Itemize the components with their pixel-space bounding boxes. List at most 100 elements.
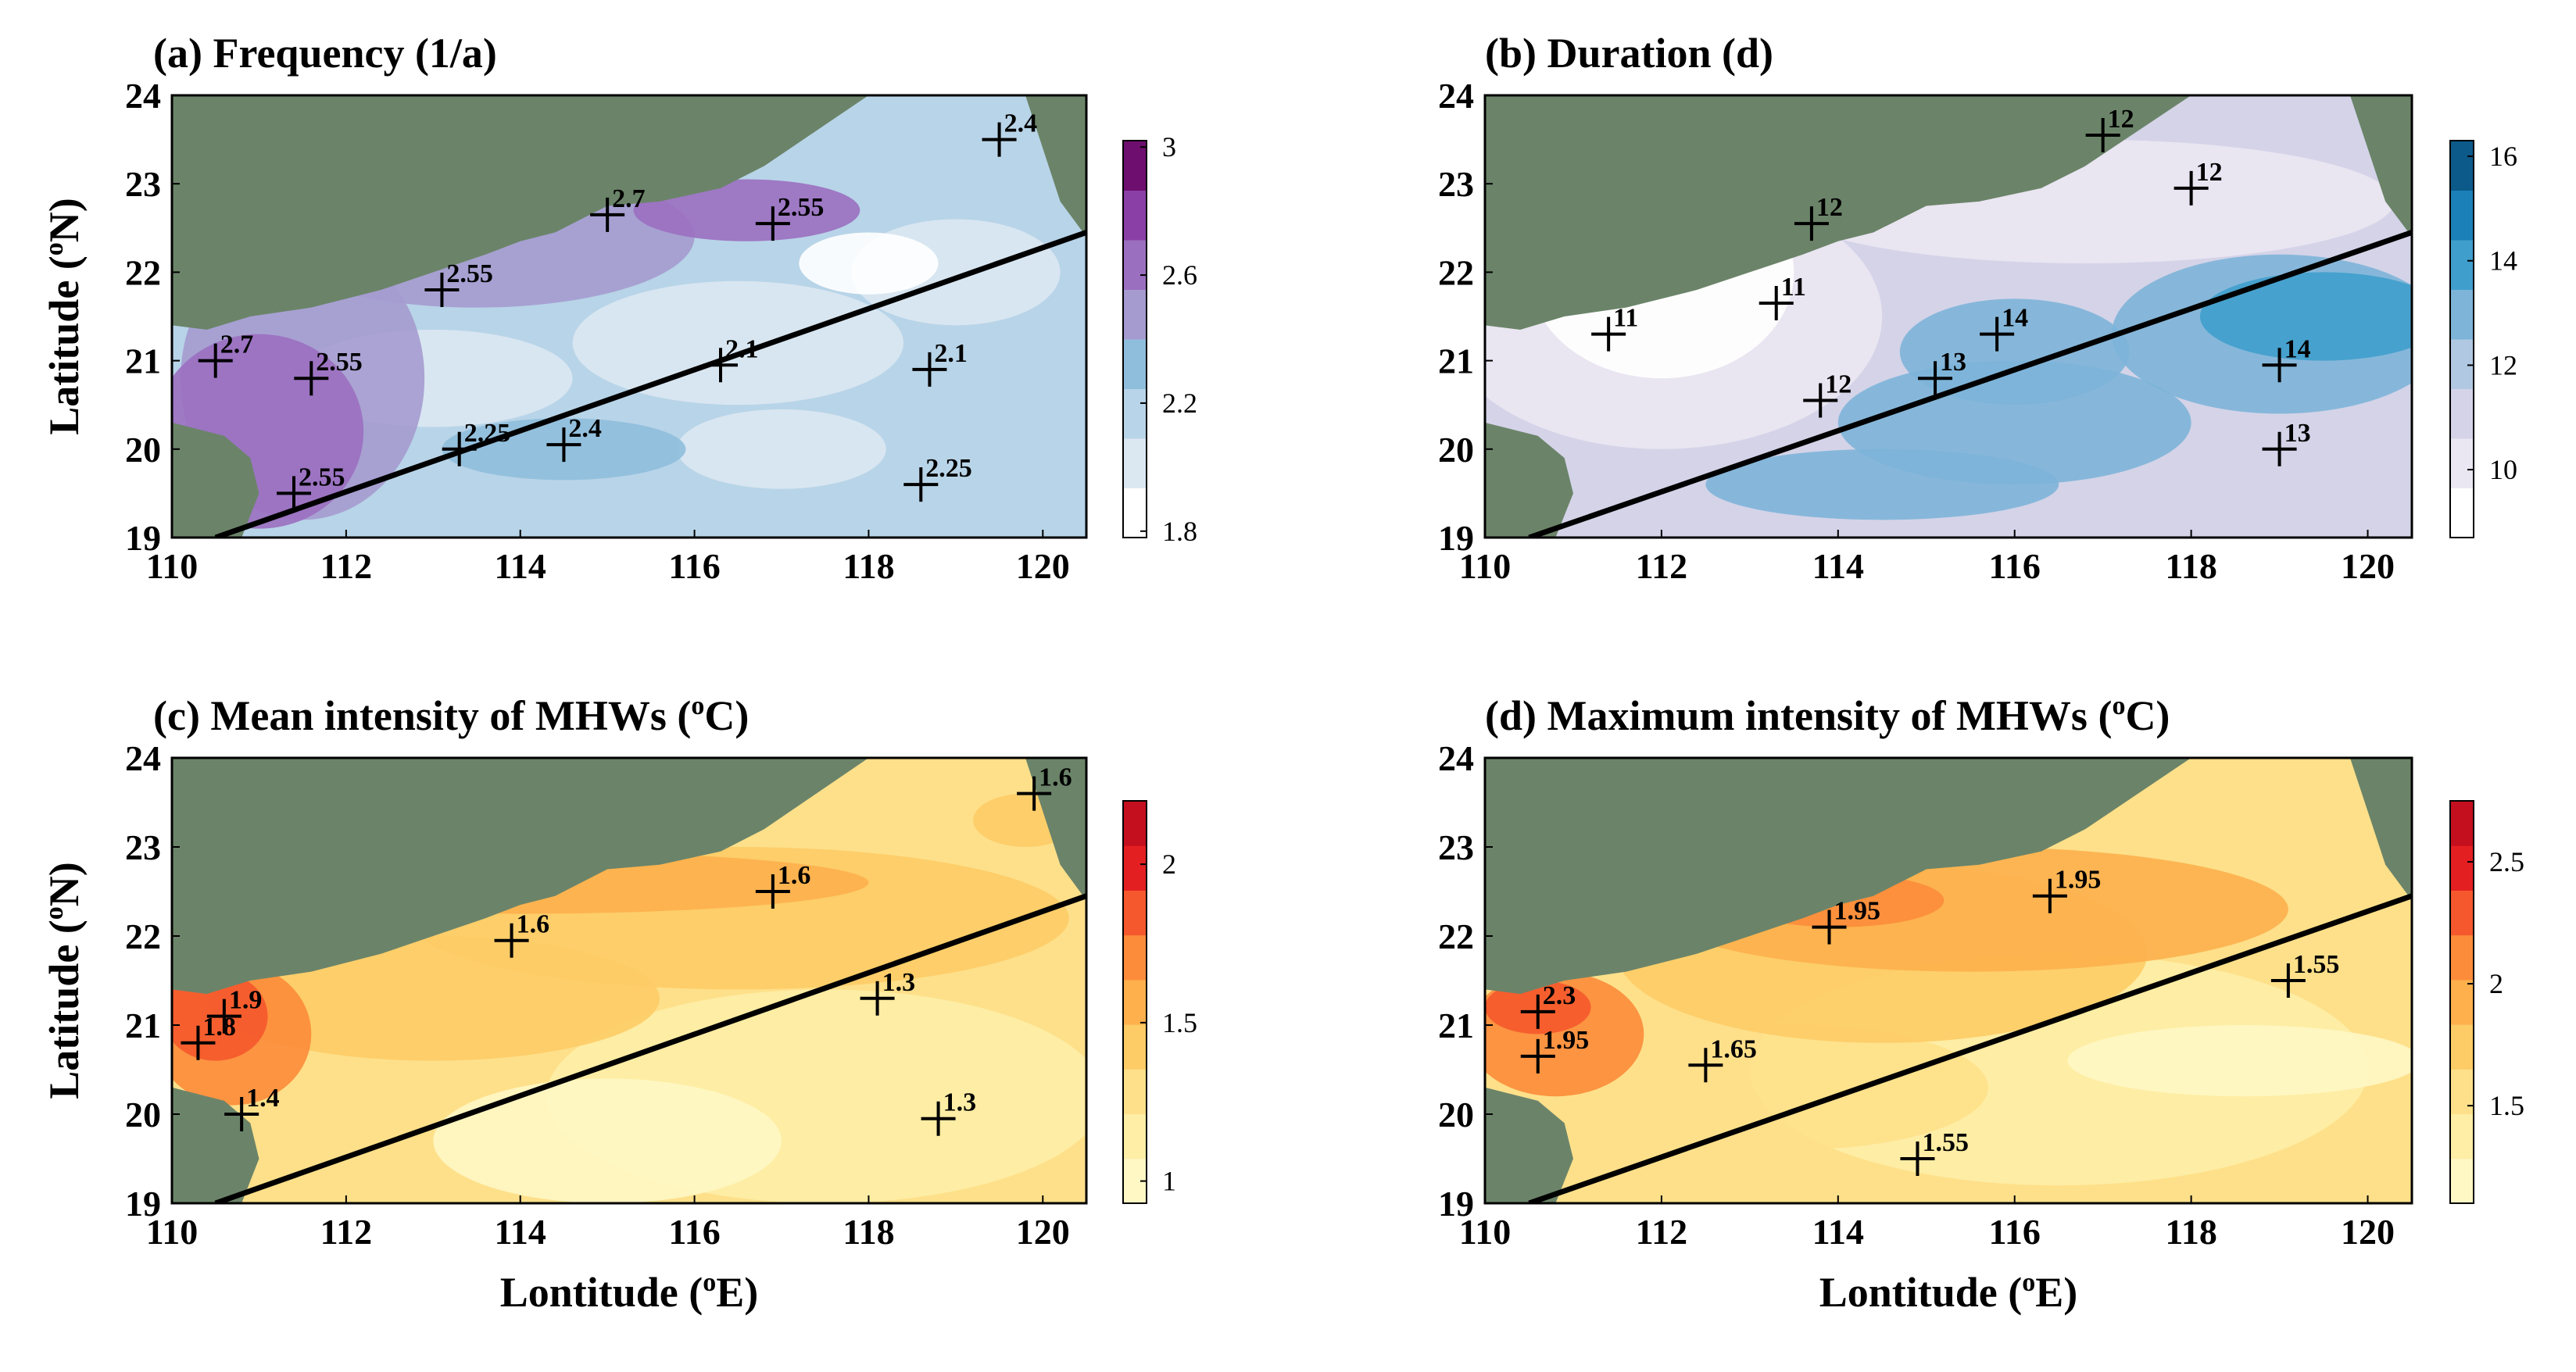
- station-marker: 2.25: [442, 419, 510, 466]
- station-marker: 1.55: [2270, 950, 2339, 998]
- colorbar-tick-label: 2.2: [1162, 388, 1197, 419]
- station-value-label: 2.25: [925, 454, 972, 483]
- y-tick-label: 23: [1438, 827, 1474, 867]
- station-value-label: 14: [2284, 334, 2311, 363]
- y-tick-label: 23: [1438, 164, 1474, 204]
- y-tick-label: 22: [1438, 916, 1474, 956]
- x-tick-label: 112: [1636, 1212, 1687, 1252]
- y-tick-label: 24: [125, 76, 161, 116]
- station-value-label: 1.95: [2055, 866, 2102, 895]
- station-value-label: 11: [1613, 304, 1638, 333]
- station-marker: 2.4: [982, 109, 1038, 157]
- x-tick-label: 110: [146, 1212, 198, 1252]
- x-tick-label: 118: [2165, 1212, 2216, 1252]
- station-marker: 2.7: [590, 184, 646, 232]
- boundary-line: [1528, 230, 2412, 538]
- station-value-label: 1.6: [1039, 763, 1072, 792]
- station-value-label: 1.65: [1710, 1034, 1757, 1063]
- station-value-label: 2.4: [568, 414, 602, 443]
- y-tick-label: 20: [125, 1095, 161, 1134]
- station-value-label: 2.4: [1004, 109, 1038, 138]
- station-value-label: 2.55: [446, 259, 493, 288]
- station-value-label: 1.4: [246, 1084, 280, 1113]
- station-marker: 2.1: [912, 339, 968, 387]
- contour-band: [633, 179, 860, 241]
- station-marker: 1.6: [494, 910, 549, 958]
- x-tick-label: 120: [1016, 546, 1070, 586]
- axes-frame: [170, 94, 1088, 539]
- station-marker: 2.3: [1520, 981, 1576, 1029]
- station-value-label: 2.3: [1543, 981, 1576, 1010]
- station-marker: 2.1: [703, 334, 759, 383]
- x-tick-label: 110: [146, 546, 198, 586]
- contour-band: [2199, 272, 2412, 361]
- hainan-island: [1485, 1087, 1573, 1203]
- taiwan-coast: [2349, 95, 2412, 238]
- mainland: [1485, 95, 2191, 330]
- y-tick-label: 21: [1438, 341, 1474, 381]
- y-tick-label: 19: [125, 1184, 161, 1224]
- station-marker: 12: [2174, 158, 2223, 205]
- y-tick-label: 24: [125, 738, 161, 778]
- station-marker: 11: [1591, 304, 1638, 352]
- station-value-label: 13: [2284, 419, 2311, 448]
- axes-frame: [1483, 94, 2413, 539]
- y-tick-label: 24: [1438, 738, 1474, 778]
- map-area: 1.81.91.41.61.61.31.31.6: [172, 758, 1086, 1203]
- station-marker: 2.25: [903, 454, 972, 502]
- contour-band: [572, 280, 903, 406]
- station-marker: 1.95: [1520, 1026, 1589, 1074]
- contour-band: [1599, 1025, 1988, 1150]
- y-tick-label: 23: [125, 164, 161, 204]
- y-tick-label: 22: [125, 252, 161, 292]
- x-tick-label: 112: [320, 546, 372, 586]
- station-marker: 1.95: [1812, 897, 1880, 945]
- station-marker: 2.55: [424, 259, 493, 308]
- colorbar-tick-label: 10: [2489, 454, 2517, 485]
- colorbar-tick-label: 1.8: [1162, 516, 1197, 547]
- station-value-label: 12: [1816, 193, 1843, 222]
- x-tick-label: 112: [1636, 546, 1687, 586]
- x-tick-label: 110: [1459, 546, 1511, 586]
- x-axis-label: Lontitude (oE): [500, 1268, 759, 1316]
- station-value-label: 1.3: [882, 968, 916, 997]
- x-axis-label: Lontitude (oE): [1819, 1268, 2078, 1316]
- station-value-label: 12: [1825, 370, 1852, 399]
- station-value-label: 2.1: [934, 339, 968, 368]
- y-tick-label: 20: [1438, 1095, 1474, 1134]
- station-marker: 13: [1918, 348, 1966, 396]
- x-tick-label: 120: [1016, 1212, 1070, 1252]
- station-marker: 1.6: [1017, 763, 1072, 811]
- x-tick-label: 118: [843, 546, 894, 586]
- station-marker: 12: [2085, 105, 2134, 152]
- station-marker: 1.55: [1900, 1128, 1969, 1176]
- x-tick-label: 118: [843, 1212, 894, 1252]
- colorbar-tick-label: 14: [2489, 245, 2517, 277]
- panel-d: 2.3 1.95 1.65 1.95 1.95 1.55 1.55 110 112 114 116 1…: [1438, 691, 2524, 1316]
- colorbar: 11.52: [1122, 800, 1197, 1204]
- boundary-line: [1528, 893, 2412, 1203]
- station-marker: 2.7: [198, 330, 253, 378]
- axes-frame: [170, 756, 1088, 1205]
- mainland: [172, 758, 869, 995]
- panel-title: (a) Frequency (1/a): [153, 30, 497, 77]
- y-tick-label: 23: [125, 827, 161, 867]
- y-tick-label: 21: [125, 1006, 161, 1045]
- x-tick-label: 118: [2165, 546, 2216, 586]
- contour-band: [799, 232, 939, 295]
- colorbar-tick-label: 2: [2489, 968, 2503, 999]
- hainan-island: [172, 422, 259, 538]
- x-tick-label: 114: [494, 546, 546, 586]
- station-marker: 1.95: [2032, 866, 2102, 913]
- station-value-label: 1.6: [778, 861, 811, 890]
- mainland: [1485, 758, 2191, 995]
- map-area: 11 11 12 12 13 14 12 12 14 13: [1485, 95, 2412, 538]
- panel-a: 2.7 2.55 2.55 2.55 2.7 2.25 2.4 2.55 2.1 2.1 2.25 2…: [40, 30, 1197, 586]
- station-marker: 13: [2262, 419, 2311, 466]
- panel-b: 11 11 12 12 13 14 12 12 14 13 110 112 114 116 118 120 19…: [1438, 30, 2517, 586]
- station-value-label: 2.55: [316, 348, 363, 377]
- station-marker: 1.3: [921, 1088, 976, 1136]
- station-value-label: 2.55: [299, 463, 345, 491]
- y-tick-label: 20: [1438, 430, 1474, 470]
